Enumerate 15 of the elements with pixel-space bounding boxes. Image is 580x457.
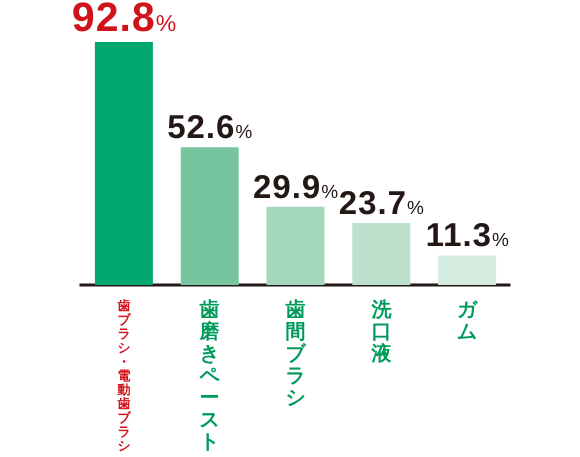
data-label: 29.9% [253, 168, 338, 205]
bar [438, 255, 496, 285]
x-tick-label: 歯間ブラシ [286, 299, 306, 409]
x-tick-label: 歯磨きペースト [200, 299, 220, 453]
category-label: 歯ブラシ・電動歯ブラシ [117, 298, 130, 453]
data-label: 11.3% [426, 216, 509, 254]
bar [94, 42, 153, 285]
bar [266, 206, 324, 285]
data-label: 23.7% [338, 184, 424, 221]
bar [352, 222, 410, 285]
x-tick-label: 洗口液 [371, 299, 392, 365]
data-label: 92.8% [72, 0, 176, 40]
bar [180, 147, 239, 285]
data-label: 52.6% [167, 108, 252, 146]
x-tick-label: ガム [457, 299, 478, 343]
